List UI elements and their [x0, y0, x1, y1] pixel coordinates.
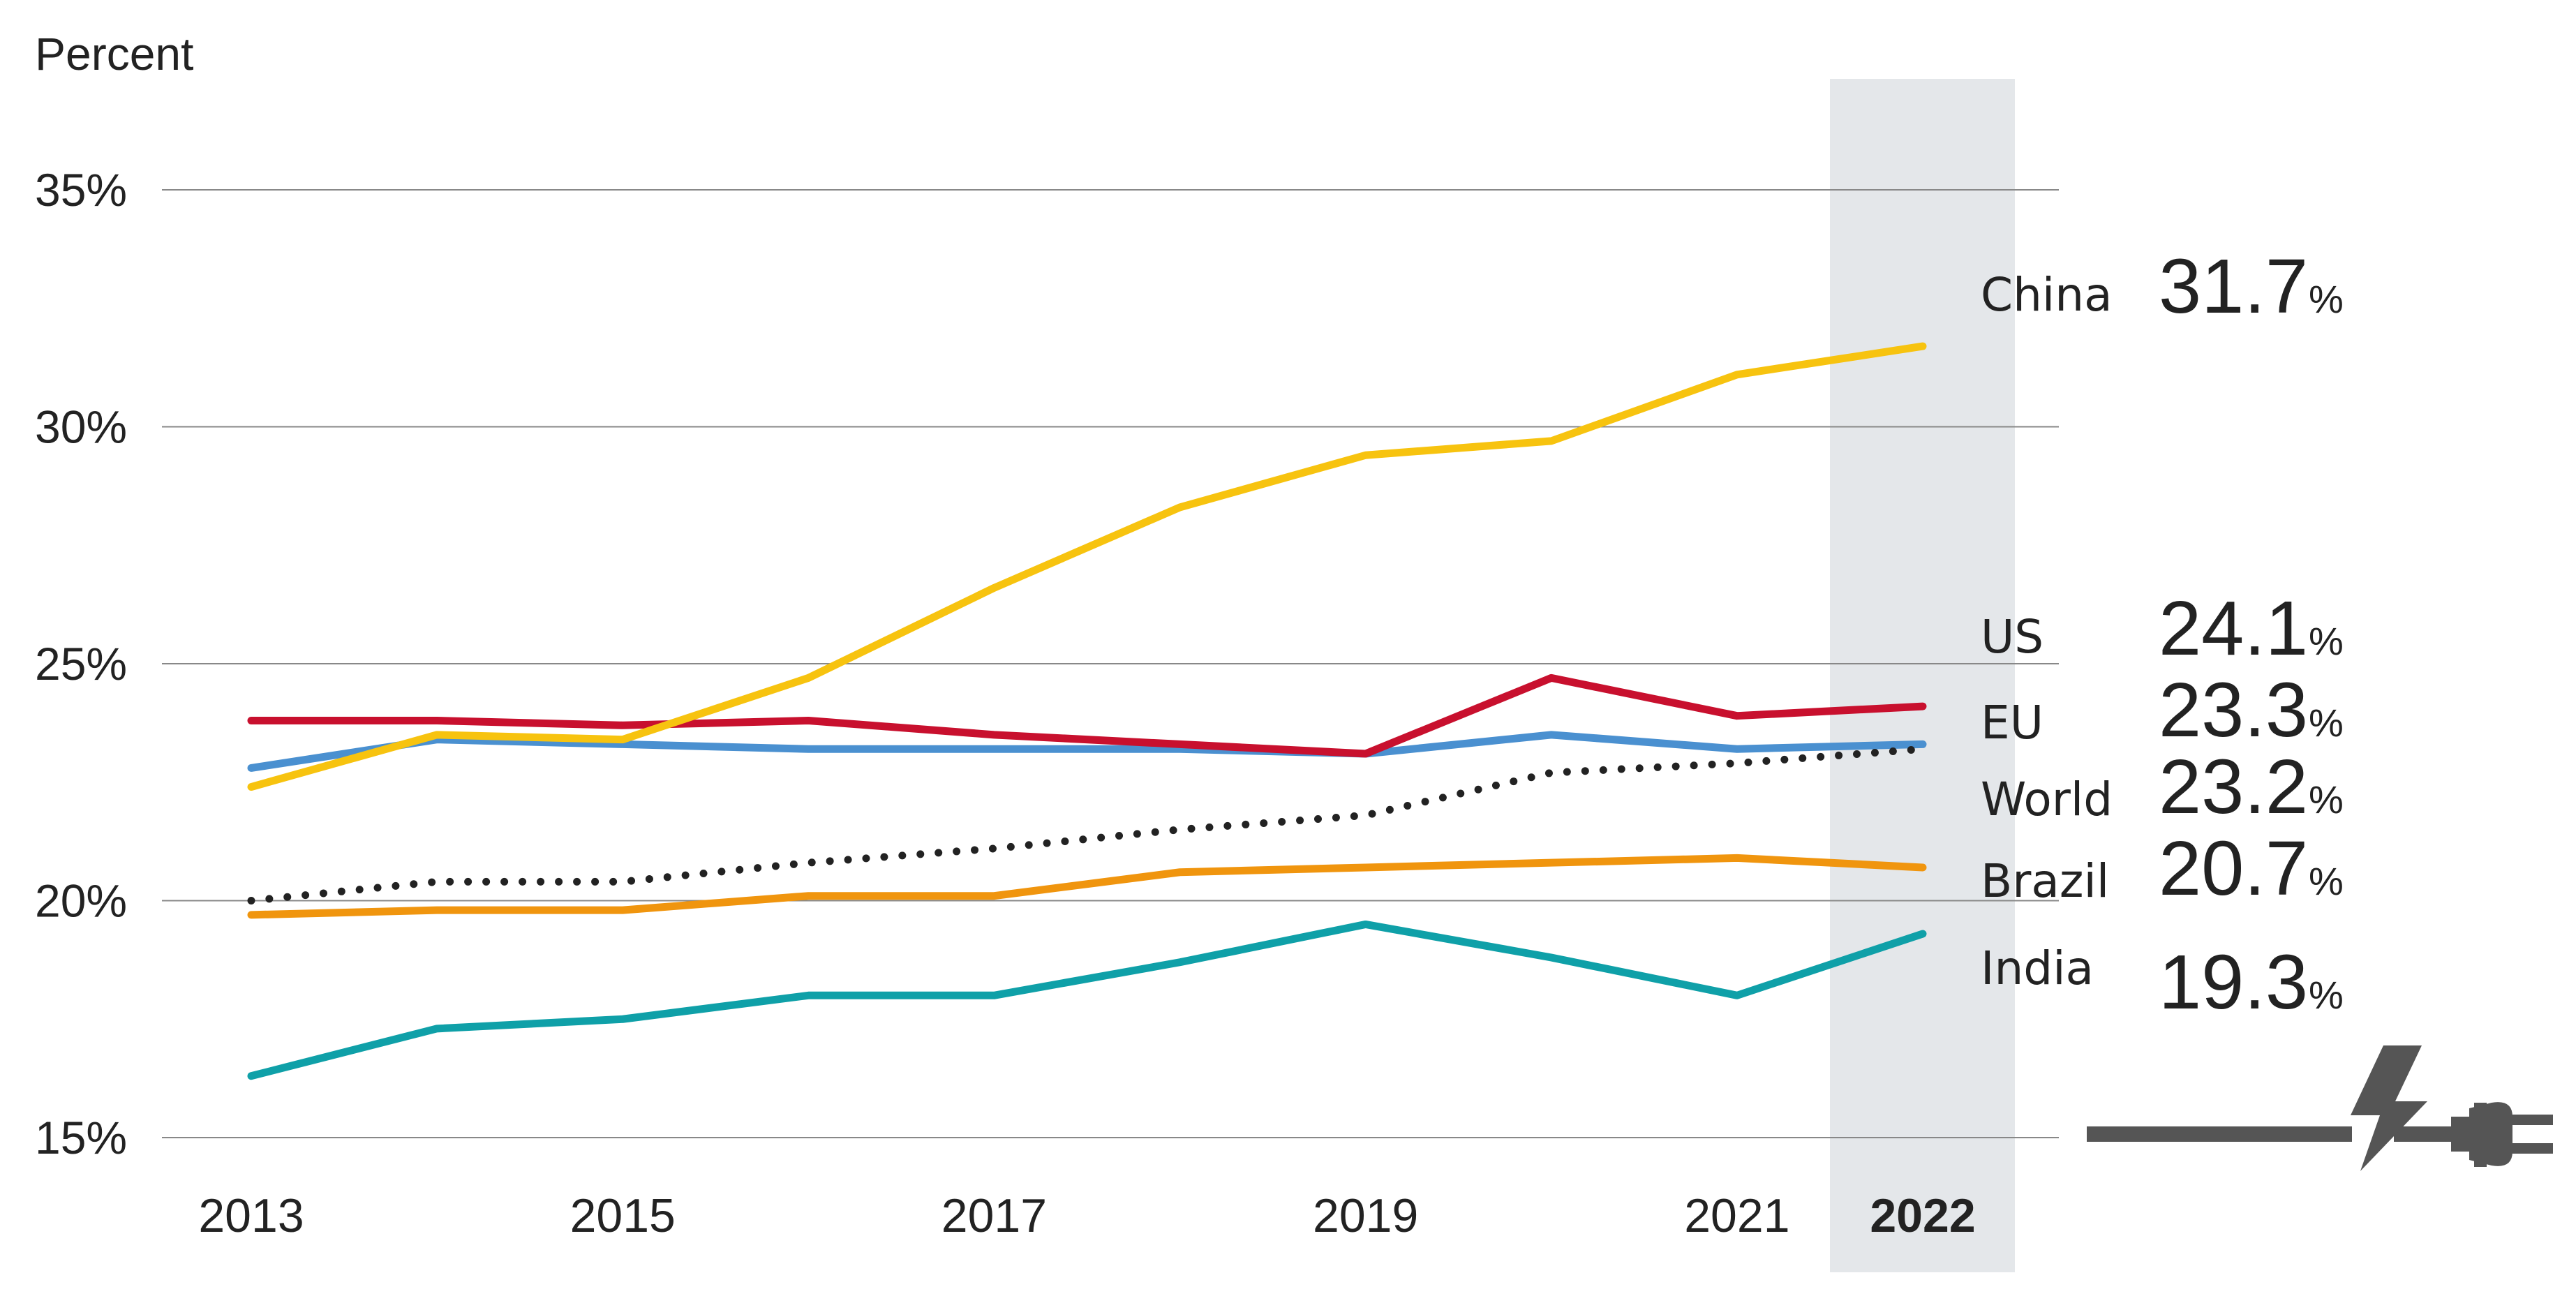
series-labels: China 31.7 % US 24.1 % EU 23.3 % World 23.2 % Brazil…: [1981, 244, 2344, 1025]
x-tick-label: 2021: [1684, 1189, 1789, 1242]
series-line-us: [247, 673, 1927, 758]
y-tick-label: 35%: [35, 164, 127, 216]
series-line-china: [247, 342, 1927, 791]
x-tick-label: 2015: [570, 1189, 676, 1242]
series-value-world: 23.2: [2159, 744, 2308, 830]
series-value-us: 24.1: [2159, 586, 2308, 671]
series-unit-india: %: [2309, 973, 2344, 1017]
electric-plug-icon: [2087, 1045, 2553, 1171]
y-tick-label: 25%: [35, 638, 127, 690]
x-tick-label: 2013: [198, 1189, 304, 1242]
series-line-india: [247, 920, 1927, 1080]
series-label-india: India: [1981, 941, 2094, 995]
series-label-world: World: [1981, 773, 2113, 826]
series-value-china: 31.7: [2159, 244, 2308, 329]
series-value-brazil: 20.7: [2159, 826, 2308, 911]
y-axis-label: Percent: [35, 28, 193, 80]
gridlines: [162, 189, 2059, 1138]
series-unit-eu: %: [2309, 701, 2344, 745]
series-label-eu: EU: [1981, 696, 2043, 750]
y-tick-label: 15%: [35, 1112, 127, 1163]
x-axis-ticks: 2013 2015 2017 2019 2021 2022: [198, 1189, 1975, 1242]
series-line-eu: [247, 731, 1927, 772]
series-value-india: 19.3: [2159, 939, 2308, 1025]
series-lines: [247, 342, 1927, 1080]
series-label-china: China: [1981, 268, 2113, 322]
x-tick-label: 2017: [941, 1189, 1047, 1242]
y-tick-label: 20%: [35, 875, 127, 927]
x-tick-label: 2019: [1313, 1189, 1418, 1242]
highlight-2022-band: [1830, 79, 2015, 1272]
series-unit-china: %: [2309, 277, 2344, 321]
y-tick-label: 30%: [35, 401, 127, 453]
series-unit-world: %: [2309, 777, 2344, 821]
series-unit-us: %: [2309, 619, 2344, 663]
x-tick-label: 2022: [1870, 1189, 1975, 1242]
series-unit-brazil: %: [2309, 859, 2344, 903]
series-line-world: [247, 745, 1927, 904]
y-axis-ticks: 15% 20% 25% 30% 35%: [35, 164, 127, 1163]
series-label-brazil: Brazil: [1981, 854, 2109, 908]
series-label-us: US: [1981, 610, 2043, 664]
series-value-eu: 23.3: [2159, 667, 2308, 753]
series-line-brazil: [247, 854, 1927, 919]
